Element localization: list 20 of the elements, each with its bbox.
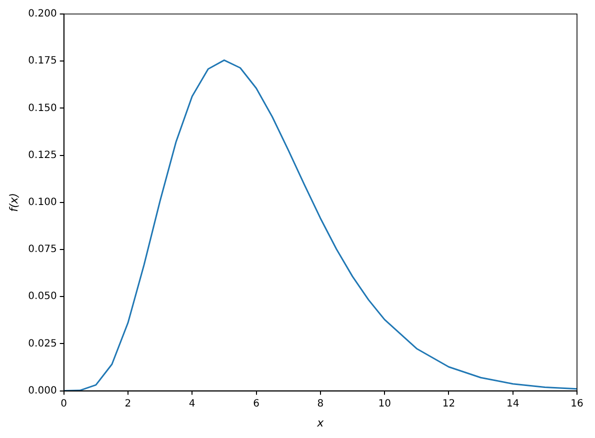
y-tick-label: 0.125: [28, 150, 57, 161]
y-tick-label: 0.050: [28, 291, 57, 302]
x-axis-title: x: [316, 416, 324, 430]
y-tick-label: 0.200: [28, 8, 57, 20]
y-tick-label: 0.175: [28, 56, 57, 67]
x-tick-label: 6: [253, 398, 260, 410]
y-tick-label: 0.150: [28, 102, 57, 114]
x-tick-label: 0: [60, 398, 68, 410]
x-tick-label: 8: [317, 398, 324, 410]
y-tick-label: 0.025: [28, 338, 57, 350]
x-tick-label: 10: [378, 398, 391, 410]
x-tick-label: 4: [188, 398, 196, 410]
x-tick-label: 14: [506, 398, 520, 410]
y-tick-label: 0.100: [28, 196, 57, 208]
x-tick-label: 16: [570, 398, 584, 410]
y-tick-label: 0.000: [28, 385, 57, 396]
y-tick-label: 0.075: [28, 244, 57, 256]
y-axis-title: f(x): [7, 192, 20, 212]
x-tick-label: 12: [442, 398, 456, 410]
x-tick-label: 2: [124, 398, 132, 410]
